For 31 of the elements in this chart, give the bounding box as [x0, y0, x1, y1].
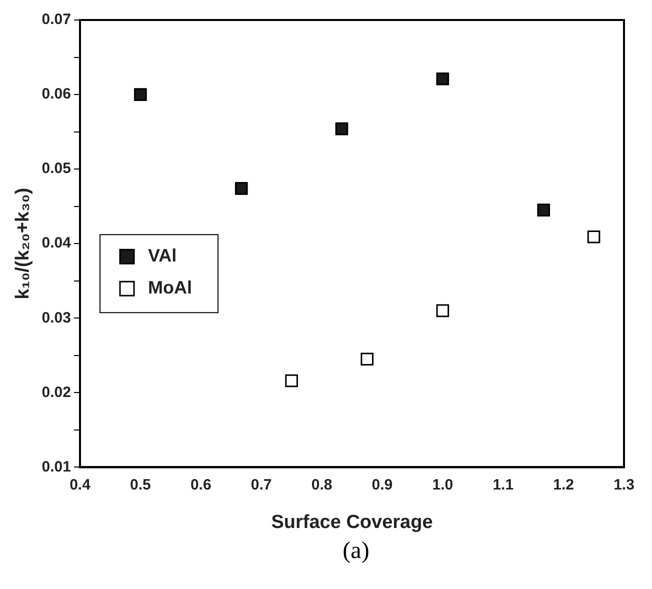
point	[360, 352, 374, 366]
x-tick-label: 0.5	[130, 476, 151, 494]
x-tick-label: 0.8	[311, 476, 332, 494]
x-tick-label: 1.3	[614, 476, 634, 494]
y-axis-title: k₁₀/(k₂₀+k₃₀)	[12, 188, 34, 300]
y-tick-label: 0.02	[42, 384, 71, 401]
y-tick-label: 0.05	[42, 160, 71, 178]
text: (a)	[342, 538, 370, 565]
x-tick-label: 1.2	[553, 476, 574, 494]
y-tick-label: 0.04	[42, 234, 72, 252]
point	[335, 122, 348, 136]
x-tick-label: 0.4	[70, 476, 92, 494]
point	[285, 374, 298, 388]
x-axis-title: Surface Coverage	[271, 512, 433, 533]
point	[234, 182, 248, 195]
y-tick-label: 0.06	[42, 86, 71, 103]
point	[537, 204, 550, 216]
y-tick-label: 0.01	[42, 458, 71, 476]
point	[436, 72, 450, 86]
x-tick-label: 0.6	[190, 476, 212, 494]
y-tick-label: 0.07	[42, 11, 71, 28]
point	[134, 88, 147, 101]
legend-label: MoAl	[148, 278, 192, 298]
point	[587, 230, 600, 244]
x-tick-label: 0.7	[250, 476, 272, 494]
point	[436, 304, 450, 318]
legend-label: VAl	[148, 246, 177, 266]
y-tick-label: 0.03	[42, 309, 71, 326]
x-tick-label: 1.1	[492, 476, 514, 494]
x-tick-label: 0.9	[372, 476, 393, 494]
x-tick-label: 1.0	[432, 476, 454, 494]
